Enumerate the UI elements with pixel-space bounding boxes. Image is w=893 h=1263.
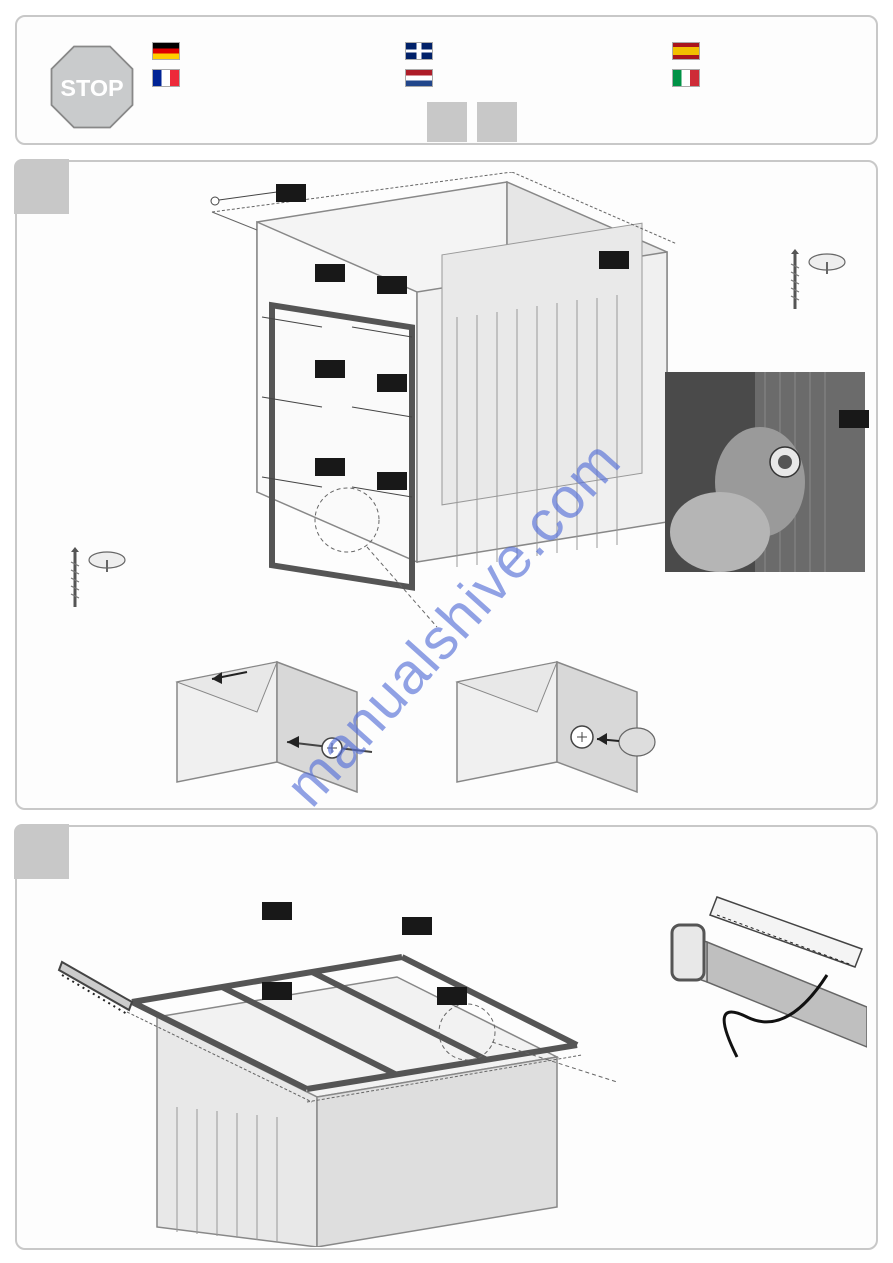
callout-label — [839, 410, 869, 428]
flag-fr-icon — [152, 69, 180, 87]
header-panel: STOP — [15, 15, 878, 145]
flag-de-icon — [152, 42, 180, 60]
cabinet-diagram — [157, 172, 677, 642]
flag-nl-icon — [405, 69, 433, 87]
svg-text:STOP: STOP — [60, 75, 123, 101]
callout-label — [315, 264, 345, 282]
roof-frame-diagram — [57, 857, 617, 1247]
person-count-icon — [427, 102, 467, 142]
screw-and-cap-icon — [57, 542, 137, 622]
stop-sign-icon: STOP — [47, 42, 137, 132]
photo-inset — [665, 372, 865, 572]
callout-label — [262, 902, 292, 920]
assembly-step-panel-2 — [15, 825, 878, 1250]
callout-label — [262, 982, 292, 1000]
callout-label — [377, 276, 407, 294]
callout-label — [315, 458, 345, 476]
callout-label — [377, 374, 407, 392]
step-badge — [14, 159, 69, 214]
detail-diagram-left — [157, 642, 397, 802]
person-count-icon — [477, 102, 517, 142]
callout-label — [599, 251, 629, 269]
saw-detail-diagram — [637, 887, 867, 1067]
screw-and-cap-icon — [777, 244, 857, 324]
callout-label — [437, 987, 467, 1005]
assembly-step-panel-1 — [15, 160, 878, 810]
flag-it-icon — [672, 69, 700, 87]
callout-label — [315, 360, 345, 378]
flag-gb-icon — [405, 42, 433, 60]
callout-label — [377, 472, 407, 490]
callout-label — [276, 184, 306, 202]
flag-es-icon — [672, 42, 700, 60]
callout-label — [402, 917, 432, 935]
detail-diagram-right — [437, 642, 677, 802]
